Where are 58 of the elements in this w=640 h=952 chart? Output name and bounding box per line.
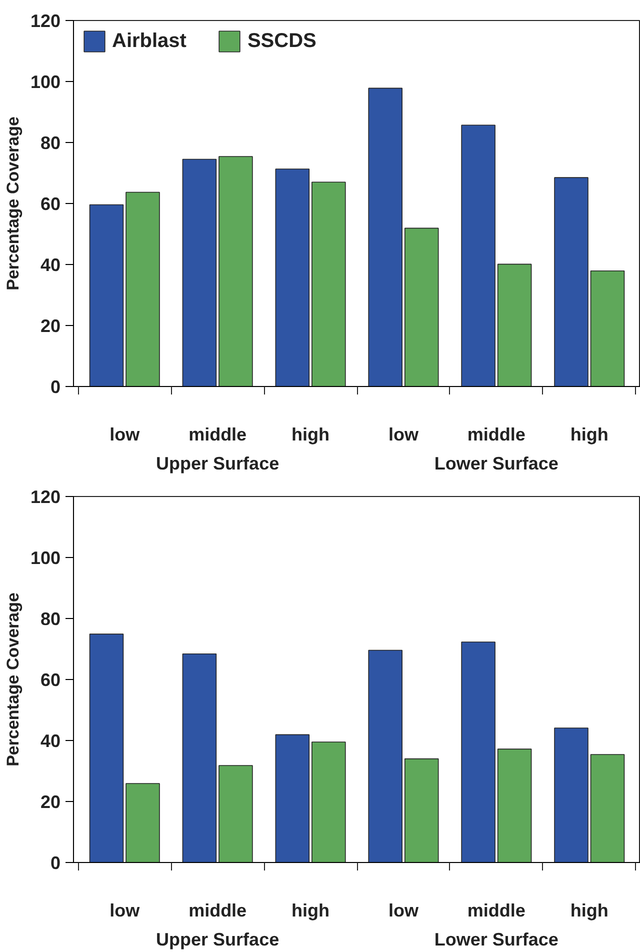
bar bbox=[275, 168, 310, 386]
x-tick-label: low bbox=[388, 900, 420, 920]
bar bbox=[218, 765, 253, 862]
y-tick-label: 0 bbox=[50, 377, 61, 397]
x-tick-label: low bbox=[110, 424, 141, 444]
bar bbox=[461, 124, 496, 386]
y-tick-label: 80 bbox=[40, 133, 61, 153]
bar bbox=[368, 88, 402, 386]
bar bbox=[497, 264, 532, 386]
x-tick-label: middle bbox=[188, 424, 247, 444]
bar bbox=[368, 650, 402, 862]
bar bbox=[497, 748, 532, 862]
y-tick-label: 40 bbox=[40, 255, 61, 275]
bar bbox=[312, 182, 346, 386]
bar bbox=[275, 734, 310, 862]
x-tick-label: middle bbox=[188, 900, 247, 920]
y-tick-label: 100 bbox=[30, 72, 61, 92]
bar bbox=[590, 270, 625, 386]
y-tick-label: 40 bbox=[40, 731, 61, 751]
bar bbox=[218, 156, 253, 386]
bar bbox=[89, 204, 124, 386]
bar bbox=[404, 228, 439, 386]
bar bbox=[554, 177, 588, 386]
text: Upper Surface bbox=[156, 930, 280, 950]
bar bbox=[126, 192, 160, 386]
bar bbox=[89, 634, 124, 862]
y-tick-label: 60 bbox=[40, 194, 61, 214]
x-tick-label: high bbox=[570, 424, 608, 444]
legend-label: SSCDS bbox=[247, 30, 316, 52]
bar bbox=[461, 642, 496, 862]
bar bbox=[554, 728, 588, 862]
text: Lower Surface bbox=[434, 930, 558, 950]
text: Lower Surface bbox=[434, 454, 558, 474]
y-tick-label: 20 bbox=[40, 792, 61, 812]
x-tick-label: high bbox=[570, 900, 608, 920]
y-tick-label: 80 bbox=[40, 609, 61, 629]
x-tick-label: low bbox=[110, 900, 141, 920]
bar bbox=[590, 754, 625, 862]
bar bbox=[312, 742, 346, 862]
bar bbox=[404, 758, 439, 862]
y-axis-title: Percentage Coverage bbox=[3, 592, 22, 766]
x-tick-label: high bbox=[292, 900, 330, 920]
y-axis-title: Percentage Coverage bbox=[3, 116, 22, 290]
y-tick-label: 20 bbox=[40, 316, 61, 336]
x-tick-label: middle bbox=[467, 900, 526, 920]
bar bbox=[182, 653, 217, 862]
y-tick-label: 100 bbox=[30, 548, 61, 568]
y-tick-label: 0 bbox=[50, 853, 61, 873]
y-tick-label: 120 bbox=[30, 487, 61, 507]
bar bbox=[182, 158, 217, 386]
x-tick-label: middle bbox=[467, 424, 526, 444]
legend-label: Airblast bbox=[112, 30, 186, 52]
bar bbox=[126, 783, 160, 862]
y-tick-label: 60 bbox=[40, 670, 61, 690]
y-tick-label: 120 bbox=[30, 11, 61, 31]
text: Upper Surface bbox=[156, 454, 280, 474]
x-tick-label: low bbox=[388, 424, 420, 444]
x-tick-label: high bbox=[292, 424, 330, 444]
